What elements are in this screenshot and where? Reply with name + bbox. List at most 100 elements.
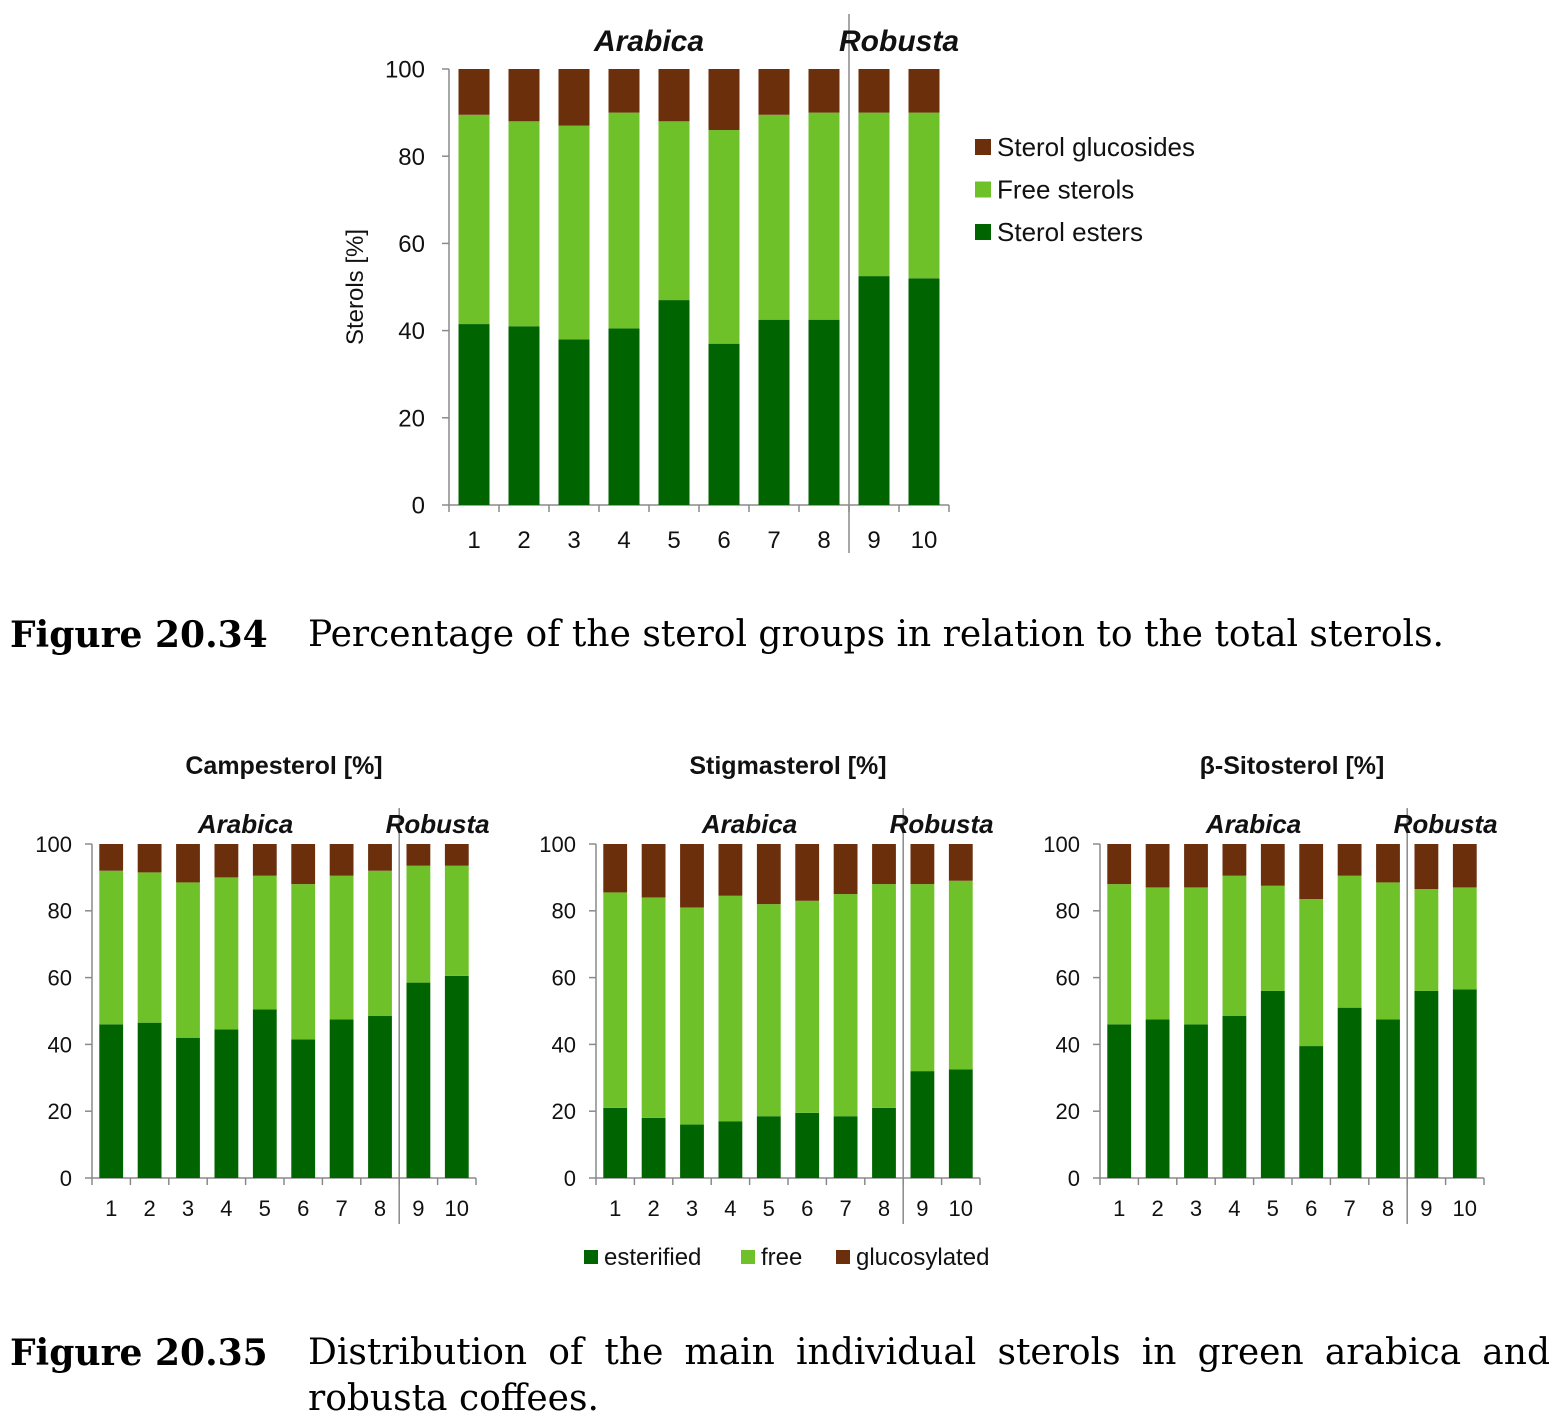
fig2-stigmasterol-bar-glucosylated-4 (718, 844, 743, 896)
fig2-stigmasterol-bar-glucosylated-3 (680, 844, 704, 908)
fig2-stigmasterol-bar-free-8 (872, 884, 896, 1108)
fig2-campesterol-bar-free-6 (291, 884, 316, 1040)
fig2-beta-sitosterol-x-tick-label: 4 (1228, 1196, 1240, 1221)
fig1-bar-sterol-esters-3 (558, 339, 590, 505)
fig1-chart: 0 20 40 60 80 100 1 2 3 4 5 6 7 8 9 10 Arabica Robusta Ste… (342, 14, 959, 554)
fig2-stigmasterol-bar-glucosylated-8 (872, 844, 896, 885)
fig1-bar-sterol-esters-7 (758, 319, 790, 505)
fig2-legend-swatch-free (741, 1250, 755, 1264)
fig2-beta-sitosterol-title: β-Sitosterol [%] (1200, 752, 1385, 780)
fig2-beta-sitosterol-y-tick-label: 80 (1056, 899, 1080, 924)
fig1-x-tick-label: 6 (717, 527, 730, 554)
fig1-bar-free-sterols-10 (908, 112, 940, 279)
fig2-beta-sitosterol-bar-esterified-1 (1107, 1024, 1132, 1178)
fig2-campesterol-bar-free-7 (329, 875, 354, 1020)
fig2-stigmasterol-bar-glucosylated-2 (641, 844, 666, 898)
fig2-campesterol-y-tick-label: 40 (48, 1032, 72, 1057)
fig2-stigmasterol-x-tick-label: 9 (916, 1196, 928, 1221)
fig2-campesterol-bar-glucosylated-1 (99, 844, 124, 871)
fig2-campesterol-y-tick-label: 100 (35, 832, 72, 857)
fig2-legend-label-glucosylated: glucosylated (856, 1244, 989, 1271)
fig2-campesterol-x-tick-label: 8 (374, 1196, 386, 1221)
fig1-bar-sterol-glucosides-4 (608, 69, 640, 113)
fig1-bar-free-sterols-1 (458, 114, 490, 325)
fig1-bar-sterol-glucosides-8 (808, 69, 840, 113)
fig1-x-tick-label: 10 (911, 527, 938, 554)
fig2-beta-sitosterol-bar-esterified-3 (1184, 1024, 1208, 1178)
fig2-campesterol-bar-esterified-8 (368, 1016, 392, 1178)
fig2-beta-sitosterol-x-tick-label: 2 (1151, 1196, 1163, 1221)
fig1-bar-free-sterols-6 (708, 130, 740, 344)
fig1-legend: Sterol glucosides Free sterols Sterol este… (975, 132, 1195, 247)
fig2-campesterol-bar-esterified-10 (444, 975, 469, 1178)
fig2-beta-sitosterol-bar-glucosylated-5 (1260, 844, 1285, 886)
fig1-bar-sterol-esters-9 (858, 276, 890, 505)
fig2-campesterol-bar-glucosylated-6 (291, 844, 316, 885)
fig2-campesterol-bar-free-1 (99, 870, 124, 1025)
fig2-campesterol-title: Campesterol [%] (185, 752, 382, 780)
fig2-stigmasterol-bar-glucosylated-6 (795, 844, 820, 901)
figure-20-35-text: Distribution of the main individual ster… (308, 1332, 1550, 1419)
fig2-stigmasterol-bar-free-10 (948, 880, 973, 1070)
fig2-stigmasterol-bar-free-4 (718, 895, 743, 1122)
fig2-beta-sitosterol-bar-free-3 (1184, 887, 1208, 1025)
fig2-beta-sitosterol-bar-glucosylated-4 (1222, 844, 1247, 876)
fig2-stigmasterol-bar-esterified-8 (872, 1107, 896, 1178)
fig2-campesterol-bar-free-2 (137, 872, 162, 1023)
fig2-campesterol-bar-glucosylated-3 (176, 844, 200, 883)
fig2-beta-sitosterol-bar-free-6 (1299, 899, 1324, 1047)
fig2-stigmasterol-y-tick-label: 0 (564, 1166, 576, 1191)
fig2-beta-sitosterol-bar-free-5 (1260, 885, 1285, 991)
fig2-beta-sitosterol-x-tick-label: 5 (1267, 1196, 1279, 1221)
fig2-legend-swatch-glucosylated (836, 1250, 850, 1264)
fig2-campesterol-bar-esterified-5 (252, 1009, 277, 1178)
fig2-beta-sitosterol-x-tick-label: 10 (1453, 1196, 1477, 1221)
fig2-campesterol-y-tick-label: 60 (48, 966, 72, 991)
fig2-stigmasterol-bar-free-7 (833, 894, 858, 1117)
fig1-group-label-arabica: Arabica (593, 25, 704, 58)
fig2-campesterol-bar-free-5 (252, 875, 277, 1010)
fig1-bar-sterol-esters-10 (908, 278, 940, 505)
fig2-stigmasterol-bar-free-5 (756, 904, 781, 1117)
fig2-beta-sitosterol-y-tick-label: 100 (1043, 832, 1080, 857)
fig1-bar-sterol-glucosides-7 (758, 69, 790, 115)
fig2-beta-sitosterol-bar-glucosylated-1 (1107, 844, 1132, 885)
fig2-stigmasterol-y-tick-label: 60 (552, 966, 576, 991)
fig2-campesterol-bar-esterified-9 (406, 982, 431, 1178)
fig1-y-axis-label: Sterols [%] (342, 229, 369, 345)
fig1-legend-label: Sterol glucosides (997, 132, 1195, 162)
fig2-campesterol-bar-esterified-6 (291, 1039, 316, 1178)
fig2-stigmasterol-x-tick-label: 7 (839, 1196, 851, 1221)
figure-20-34-number: Figure 20.34 (10, 614, 268, 656)
fig2-beta-sitosterol-group-label-arabica: Arabica (1205, 809, 1301, 839)
fig1-x-tick-label: 4 (617, 527, 630, 554)
fig1-y-tick-label: 0 (412, 493, 425, 520)
fig2-beta-sitosterol-bar-esterified-5 (1260, 990, 1285, 1178)
fig2-campesterol-bar-free-8 (368, 870, 392, 1017)
fig1-y-tick-label: 40 (398, 318, 425, 345)
fig2-stigmasterol-bar-glucosylated-7 (833, 844, 858, 895)
fig2-campesterol-bar-glucosylated-10 (444, 844, 469, 866)
fig2-stigmasterol-bar-free-9 (910, 884, 935, 1072)
fig2-beta-sitosterol-bar-esterified-8 (1376, 1019, 1400, 1178)
fig2-stigmasterol-x-tick-label: 4 (724, 1196, 736, 1221)
fig2-stigmasterol-bar-free-3 (680, 907, 704, 1125)
fig2-campesterol-bar-esterified-4 (214, 1029, 239, 1178)
fig2-campesterol-y-tick-label: 80 (48, 899, 72, 924)
sterol-groups-chart: 0 20 40 60 80 100 1 2 3 4 5 6 7 8 9 10 Arabica Robusta Ste… (342, 14, 1195, 554)
fig1-x-tick-label: 7 (767, 527, 780, 554)
fig1-y-tick-label: 100 (385, 57, 425, 84)
fig2-stigmasterol-group-label-arabica: Arabica (701, 809, 797, 839)
fig2-legend-swatch-esterified (584, 1250, 598, 1264)
fig2-campesterol-x-tick-label: 10 (445, 1196, 469, 1221)
fig2-stigmasterol-bar-glucosylated-5 (756, 844, 781, 905)
fig2-stigmasterol-bar-esterified-6 (795, 1112, 820, 1178)
fig2-campesterol-x-tick-label: 4 (220, 1196, 232, 1221)
fig1-y-tick-label: 80 (398, 144, 425, 171)
fig2-campesterol-bar-free-9 (406, 865, 431, 983)
fig2-stigmasterol-bar-esterified-10 (948, 1069, 973, 1178)
fig2-stigmasterol-x-tick-label: 2 (647, 1196, 659, 1221)
fig1-y-tick-label: 60 (398, 231, 425, 258)
fig2-campesterol-bar-esterified-1 (99, 1024, 124, 1178)
